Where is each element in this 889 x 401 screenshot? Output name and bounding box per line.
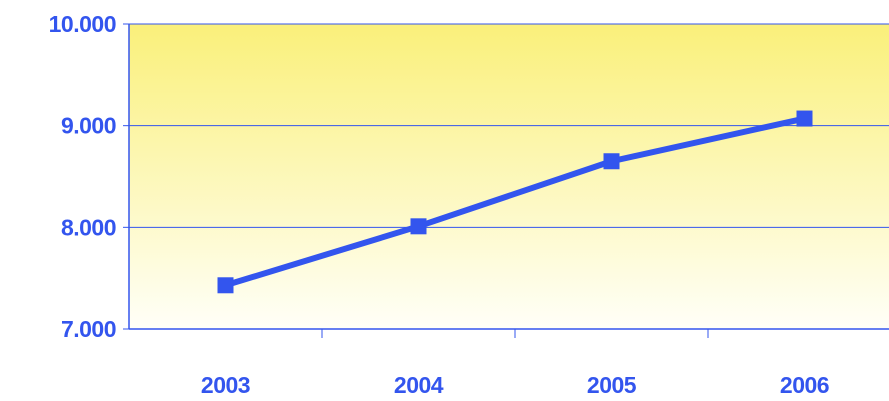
- x-tick-label: 2006: [780, 372, 829, 398]
- data-point-marker: [603, 153, 620, 170]
- plot-background: [129, 24, 889, 329]
- x-tick-label: 2003: [201, 372, 250, 398]
- y-tick-label: 10.000: [49, 11, 116, 37]
- data-point-marker: [796, 110, 813, 127]
- x-tick-label: 2005: [587, 372, 637, 398]
- axes: [123, 23, 889, 338]
- series-group: [217, 110, 813, 294]
- data-point-marker: [217, 277, 234, 294]
- data-point-marker: [410, 218, 427, 235]
- x-tick-label: 2004: [394, 372, 444, 398]
- series-line: [222, 115, 808, 289]
- x-tick-labels: 2003 2004 2005 2006: [201, 372, 830, 398]
- y-tick-labels: 7.000 8.000 9.000 10.000: [49, 11, 117, 342]
- y-tick-label: 8.000: [61, 214, 116, 240]
- y-tick-label: 7.000: [61, 316, 116, 342]
- y-tick-label: 9.000: [61, 113, 116, 139]
